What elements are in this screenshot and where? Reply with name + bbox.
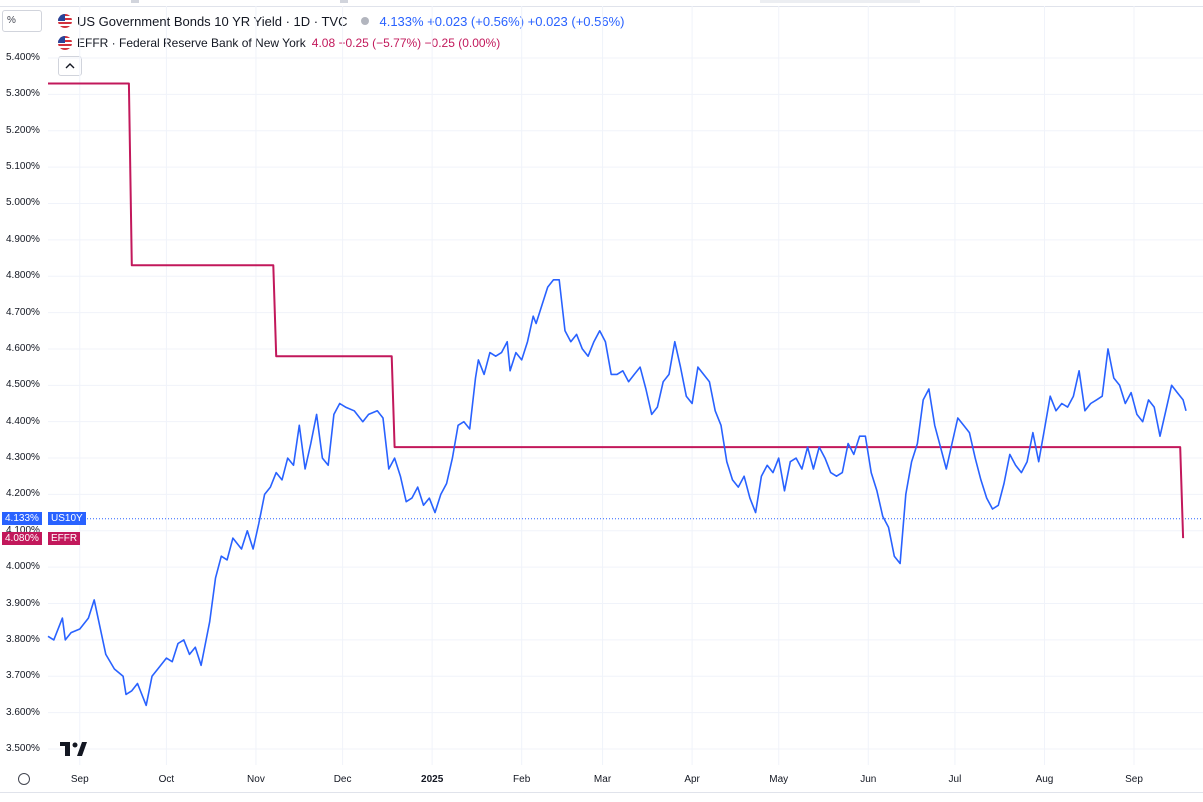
collapse-legend-button[interactable] bbox=[58, 56, 82, 76]
legend-effr[interactable]: EFFR · Federal Reserve Bank of New York … bbox=[58, 34, 500, 52]
y-tick-label: 3.800% bbox=[6, 633, 40, 645]
y-tick-label: 3.500% bbox=[6, 743, 40, 754]
unit-selector[interactable]: % bbox=[2, 10, 42, 32]
legend-us10y[interactable]: US Government Bonds 10 YR Yield · 1D · T… bbox=[58, 12, 625, 30]
y-tick-label: 4.900% bbox=[6, 233, 40, 245]
legend-effr-values: 4.08 −0.25 (−5.77%) −0.25 (0.00%) bbox=[311, 36, 501, 50]
x-tick-label: Oct bbox=[158, 774, 175, 785]
effr-price-tag: EFFR bbox=[48, 532, 81, 545]
y-tick-label: 3.600% bbox=[6, 706, 40, 718]
x-tick-label: Sep bbox=[1125, 774, 1143, 785]
y-tick-label: 5.000% bbox=[6, 197, 40, 209]
x-tick-label: Mar bbox=[593, 774, 612, 785]
x-tick-label: May bbox=[769, 774, 789, 785]
series-line-us10y[interactable] bbox=[47, 278, 1187, 707]
y-tick-label: 4.300% bbox=[6, 452, 40, 464]
bottom-bar bbox=[0, 792, 1203, 802]
collapse-chevron-icon bbox=[65, 63, 75, 69]
x-tick-label: Aug bbox=[1035, 774, 1054, 785]
x-tick-label: 2025 bbox=[421, 774, 444, 785]
y-tick-label: 4.800% bbox=[6, 270, 40, 282]
x-tick-label: Feb bbox=[513, 774, 531, 785]
y-tick-label: 4.700% bbox=[6, 306, 40, 318]
us10y-price-tag: US10Y bbox=[48, 512, 86, 525]
x-tick-label: Jul bbox=[948, 774, 962, 785]
legend-us10y-name: US Government Bonds 10 YR Yield · 1D · T… bbox=[77, 13, 348, 29]
y-tick-label: 5.200% bbox=[6, 124, 40, 136]
flag-us-icon bbox=[58, 14, 72, 28]
flag-us-icon bbox=[58, 36, 72, 50]
x-tick-label: Sep bbox=[70, 774, 89, 785]
legend-us10y-values: 4.133% +0.023 (+0.56%) +0.023 (+0.56%) bbox=[379, 13, 625, 29]
y-tick-label: 4.500% bbox=[6, 379, 40, 391]
y-tick-label: 4.200% bbox=[6, 488, 40, 500]
y-tick-label: 5.400% bbox=[6, 52, 40, 63]
x-tick-label: Dec bbox=[333, 774, 352, 785]
legend-effr-name: EFFR · Federal Reserve Bank of New York bbox=[77, 36, 306, 50]
y-tick-label: 4.400% bbox=[6, 415, 40, 427]
effr-price-label: 4.080% bbox=[2, 532, 42, 545]
series-line-effr[interactable] bbox=[48, 82, 1185, 539]
tradingview-logo-icon[interactable] bbox=[60, 742, 88, 761]
top-toolbar bbox=[0, 0, 1203, 7]
x-tick-label: Nov bbox=[247, 774, 265, 785]
y-tick-label: 4.000% bbox=[6, 561, 40, 573]
y-tick-label: 3.900% bbox=[6, 597, 40, 609]
y-tick-label: 5.300% bbox=[6, 88, 40, 100]
y-tick-label: 4.100% bbox=[6, 524, 40, 536]
settings-icon[interactable] bbox=[18, 773, 30, 785]
us10y-price-label: 4.133% bbox=[2, 512, 42, 525]
y-tick-label: 3.700% bbox=[6, 670, 40, 682]
visibility-dot-icon[interactable] bbox=[361, 17, 370, 25]
y-tick-label: 4.600% bbox=[6, 342, 40, 354]
y-tick-label: 5.100% bbox=[6, 161, 40, 173]
x-tick-label: Jun bbox=[860, 774, 877, 785]
x-tick-label: Apr bbox=[684, 774, 700, 785]
